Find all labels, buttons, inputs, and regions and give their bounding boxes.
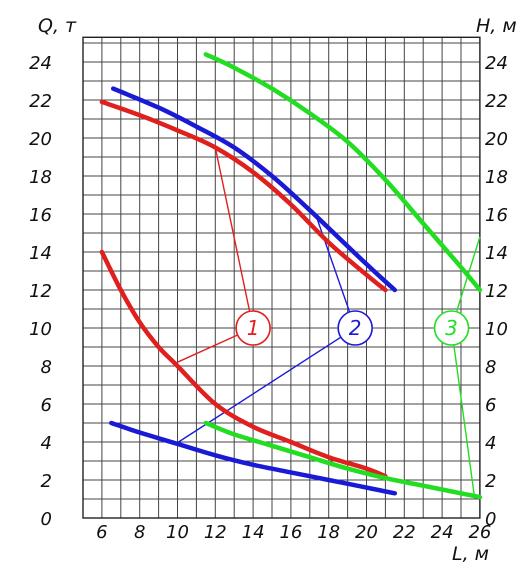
left-tick-label: 12 bbox=[29, 281, 52, 302]
right-tick-label: 0 bbox=[485, 509, 496, 530]
right-tick-label: 2 bbox=[485, 471, 496, 492]
series-2-q-curve bbox=[109, 420, 398, 496]
left-tick-label: 10 bbox=[29, 319, 52, 340]
bottom-tick-label: 20 bbox=[355, 522, 378, 543]
bottom-tick-label: 6 bbox=[96, 522, 107, 543]
right-tick-label: 24 bbox=[485, 53, 508, 74]
left-tick-label: 2 bbox=[41, 471, 52, 492]
right-tick-label: 18 bbox=[485, 167, 508, 188]
left-tick-label: 24 bbox=[29, 53, 52, 74]
left-tick-label: 4 bbox=[41, 433, 52, 454]
callout-1-label: 1 bbox=[247, 316, 260, 340]
bottom-axis-title: L, м bbox=[452, 543, 489, 565]
callout-leaders bbox=[175, 147, 481, 496]
left-tick-label: 20 bbox=[29, 129, 52, 150]
curves bbox=[99, 52, 483, 500]
callout-1-leader bbox=[214, 147, 251, 312]
left-tick-label: 8 bbox=[41, 357, 52, 378]
callout-2-leader bbox=[175, 336, 342, 445]
left-tick-label: 18 bbox=[29, 167, 52, 188]
bottom-tick-label: 16 bbox=[279, 522, 302, 543]
right-tick-label: 16 bbox=[485, 205, 508, 226]
right-tick-label: 22 bbox=[485, 91, 508, 112]
right-tick-label: 6 bbox=[485, 395, 496, 416]
bottom-tick-label: 8 bbox=[134, 522, 145, 543]
left-tick-label: 14 bbox=[29, 243, 52, 264]
callout-1-leader bbox=[177, 334, 238, 363]
callout-3-circle bbox=[433, 310, 470, 346]
callout-3-leader bbox=[453, 344, 475, 496]
callout-1-circle bbox=[235, 310, 271, 346]
left-tick-label: 6 bbox=[41, 395, 52, 416]
bottom-tick-label: 18 bbox=[317, 522, 340, 543]
right-tick-label: 14 bbox=[485, 243, 508, 264]
left-tick-label: 0 bbox=[41, 509, 52, 530]
bottom-tick-label: 24 bbox=[431, 522, 454, 543]
bottom-tick-label: 14 bbox=[242, 522, 265, 543]
bottom-tick-label: 10 bbox=[166, 522, 189, 543]
right-tick-label: 20 bbox=[485, 129, 508, 150]
bottom-tick-label: 12 bbox=[204, 522, 227, 543]
right-tick-label: 4 bbox=[485, 433, 496, 454]
grid bbox=[82, 36, 481, 519]
plot-frame bbox=[82, 36, 481, 519]
left-tick-label: 16 bbox=[29, 205, 52, 226]
right-tick-label: 8 bbox=[485, 357, 496, 378]
left-tick-label: 22 bbox=[29, 91, 52, 112]
series-3-q-curve bbox=[203, 420, 483, 500]
left-axis-title: Q, т bbox=[38, 15, 77, 37]
series-3-h-curve bbox=[203, 52, 483, 293]
right-axis-title: H, м bbox=[476, 15, 517, 37]
right-tick-label: 10 bbox=[485, 319, 508, 340]
callout-3-label: 3 bbox=[445, 316, 458, 340]
right-tick-label: 12 bbox=[485, 281, 508, 302]
callout-2-leader bbox=[314, 213, 351, 313]
callout-2-label: 2 bbox=[349, 316, 362, 340]
series-1-h-curve bbox=[99, 99, 388, 293]
tick-labels: 0246810121416182022240246810121416182022… bbox=[29, 53, 508, 543]
callouts: 1 2 3 bbox=[235, 310, 470, 346]
bottom-tick-label: 26 bbox=[468, 522, 491, 543]
callout-2-circle bbox=[337, 310, 373, 346]
bottom-tick-label: 22 bbox=[393, 522, 416, 543]
series-2-h-curve bbox=[110, 86, 398, 293]
series-1-q-curve bbox=[99, 249, 388, 479]
